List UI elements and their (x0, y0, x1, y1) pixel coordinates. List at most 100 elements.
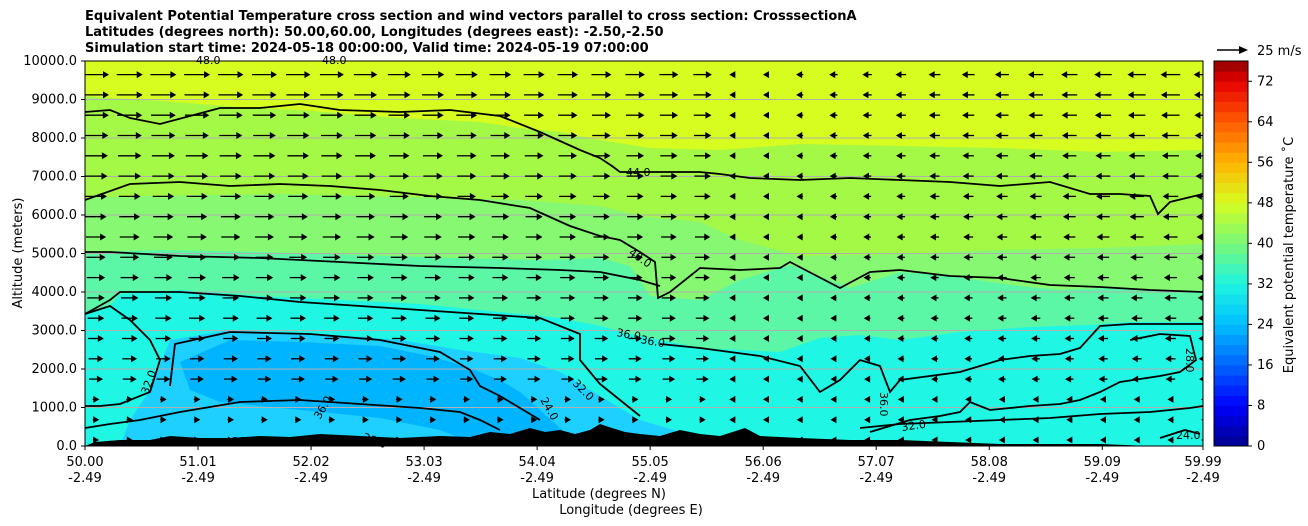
wind-vector-head (165, 294, 172, 302)
wind-vector-head (830, 253, 837, 261)
contour-label: 32.0 (901, 418, 927, 434)
wind-vector-head (605, 71, 612, 79)
wind-vector-head (470, 132, 477, 139)
wind-vector-head (702, 375, 709, 383)
wind-vector-head (1028, 132, 1035, 139)
wind-vector-head (1062, 213, 1069, 221)
wind-vector-head (1161, 152, 1168, 160)
wind-vector-head (1064, 314, 1071, 322)
wind-vector-head (1130, 294, 1137, 302)
wind-vector-head (929, 132, 936, 139)
wind-vector-head (930, 314, 937, 322)
wind-vector-head (1132, 375, 1139, 383)
wind-vector-head (369, 192, 376, 200)
wind-vector-head (93, 416, 100, 424)
wind-vector-head (796, 375, 803, 383)
wind-vector-head (729, 111, 736, 119)
wind-vector-head (571, 132, 578, 139)
wind-vector-head (501, 314, 508, 322)
wind-vector-head (963, 253, 970, 261)
wind-vector-head (1031, 335, 1038, 342)
wind-vector-head (531, 416, 538, 424)
wind-vector-head (830, 395, 837, 403)
wind-vector-head (160, 416, 167, 424)
wind-vector-head (337, 91, 344, 99)
wind-vector-head (329, 395, 336, 403)
wind-vector-head (931, 416, 938, 424)
wind-vector-head (862, 132, 869, 139)
wind-vector-head (729, 375, 736, 383)
wind-vectors (85, 71, 1203, 444)
wind-vector-head (965, 416, 972, 424)
wind-vector-head (102, 111, 109, 119)
wind-vector-head (763, 213, 769, 221)
wind-vector-head (729, 233, 736, 241)
wind-vector-head (670, 274, 677, 282)
wind-vector-head (863, 355, 870, 363)
wind-vector-head (1063, 253, 1070, 261)
wind-vector-head (300, 274, 307, 282)
wind-vector-head (703, 335, 710, 342)
wind-vector-head (198, 355, 205, 363)
wind-vector-head (269, 172, 276, 180)
wind-vector-head (671, 132, 678, 139)
wind-vector-head (99, 253, 106, 261)
wind-vector-head (763, 192, 769, 200)
wind-vector-head (1195, 172, 1202, 180)
wind-vector-head (763, 395, 769, 403)
wind-vector-head (1100, 436, 1106, 444)
wind-vector-head (202, 172, 209, 180)
wind-vector-head (1062, 192, 1069, 200)
wind-vector-head (304, 91, 311, 99)
wind-vector-head (536, 213, 543, 221)
wind-vector-head (160, 395, 167, 403)
wind-vector-head (998, 395, 1005, 403)
wind-vector-head (1066, 395, 1073, 403)
wind-vector-head (829, 172, 836, 180)
wind-vector-head (504, 132, 511, 139)
wind-vector-head (1167, 395, 1174, 403)
colorbar-tick-label: 72 (1257, 74, 1274, 89)
wind-vector-head (301, 213, 308, 221)
wind-vector-head (1100, 395, 1106, 403)
wind-vector-head (705, 111, 712, 119)
wind-vector-head (368, 253, 375, 261)
wind-vector-head (705, 71, 712, 79)
wind-vector-head (369, 152, 376, 160)
wind-vector-head (1194, 132, 1201, 139)
wind-vector-head (266, 294, 273, 302)
wind-vector-head (1196, 253, 1203, 261)
wind-vector-head (367, 314, 374, 322)
x-tick-label-lon: -2.49 (1085, 471, 1119, 486)
wind-vector-head (729, 395, 736, 403)
wind-vector-head (896, 152, 903, 160)
wind-vector-head (402, 192, 409, 200)
wind-vector-head (1130, 274, 1137, 282)
contour-36b (169, 331, 541, 421)
wind-vector-head (434, 335, 441, 342)
wind-vector-head (1061, 71, 1068, 79)
wind-vector-head (896, 192, 903, 200)
wind-vector-head (301, 233, 308, 241)
wind-vector-head (400, 335, 407, 342)
wind-vector-head (1096, 192, 1103, 200)
wind-vector-head (366, 355, 373, 363)
wind-vector-head (537, 152, 544, 160)
wind-vector-head (863, 335, 870, 342)
wind-key-arrowhead (1239, 46, 1248, 54)
wind-vector-head (1131, 355, 1138, 363)
wind-vector-head (236, 132, 243, 139)
colorbar-tick-label: 24 (1257, 317, 1274, 332)
colorbar-band (1214, 212, 1248, 224)
wind-vector-head (301, 253, 308, 261)
wind-vector-head (931, 436, 938, 444)
wind-vector-head (862, 152, 869, 160)
wind-vector-head (1133, 416, 1140, 424)
wind-vector-head (396, 416, 403, 424)
wind-vector-head (430, 416, 437, 424)
x-tick-label-lon: -2.49 (1186, 471, 1220, 486)
wind-vector-head (568, 314, 575, 322)
wind-vector-head (961, 91, 968, 99)
x-tick-label-lon: -2.49 (68, 471, 102, 486)
wind-vector-head (704, 213, 711, 221)
